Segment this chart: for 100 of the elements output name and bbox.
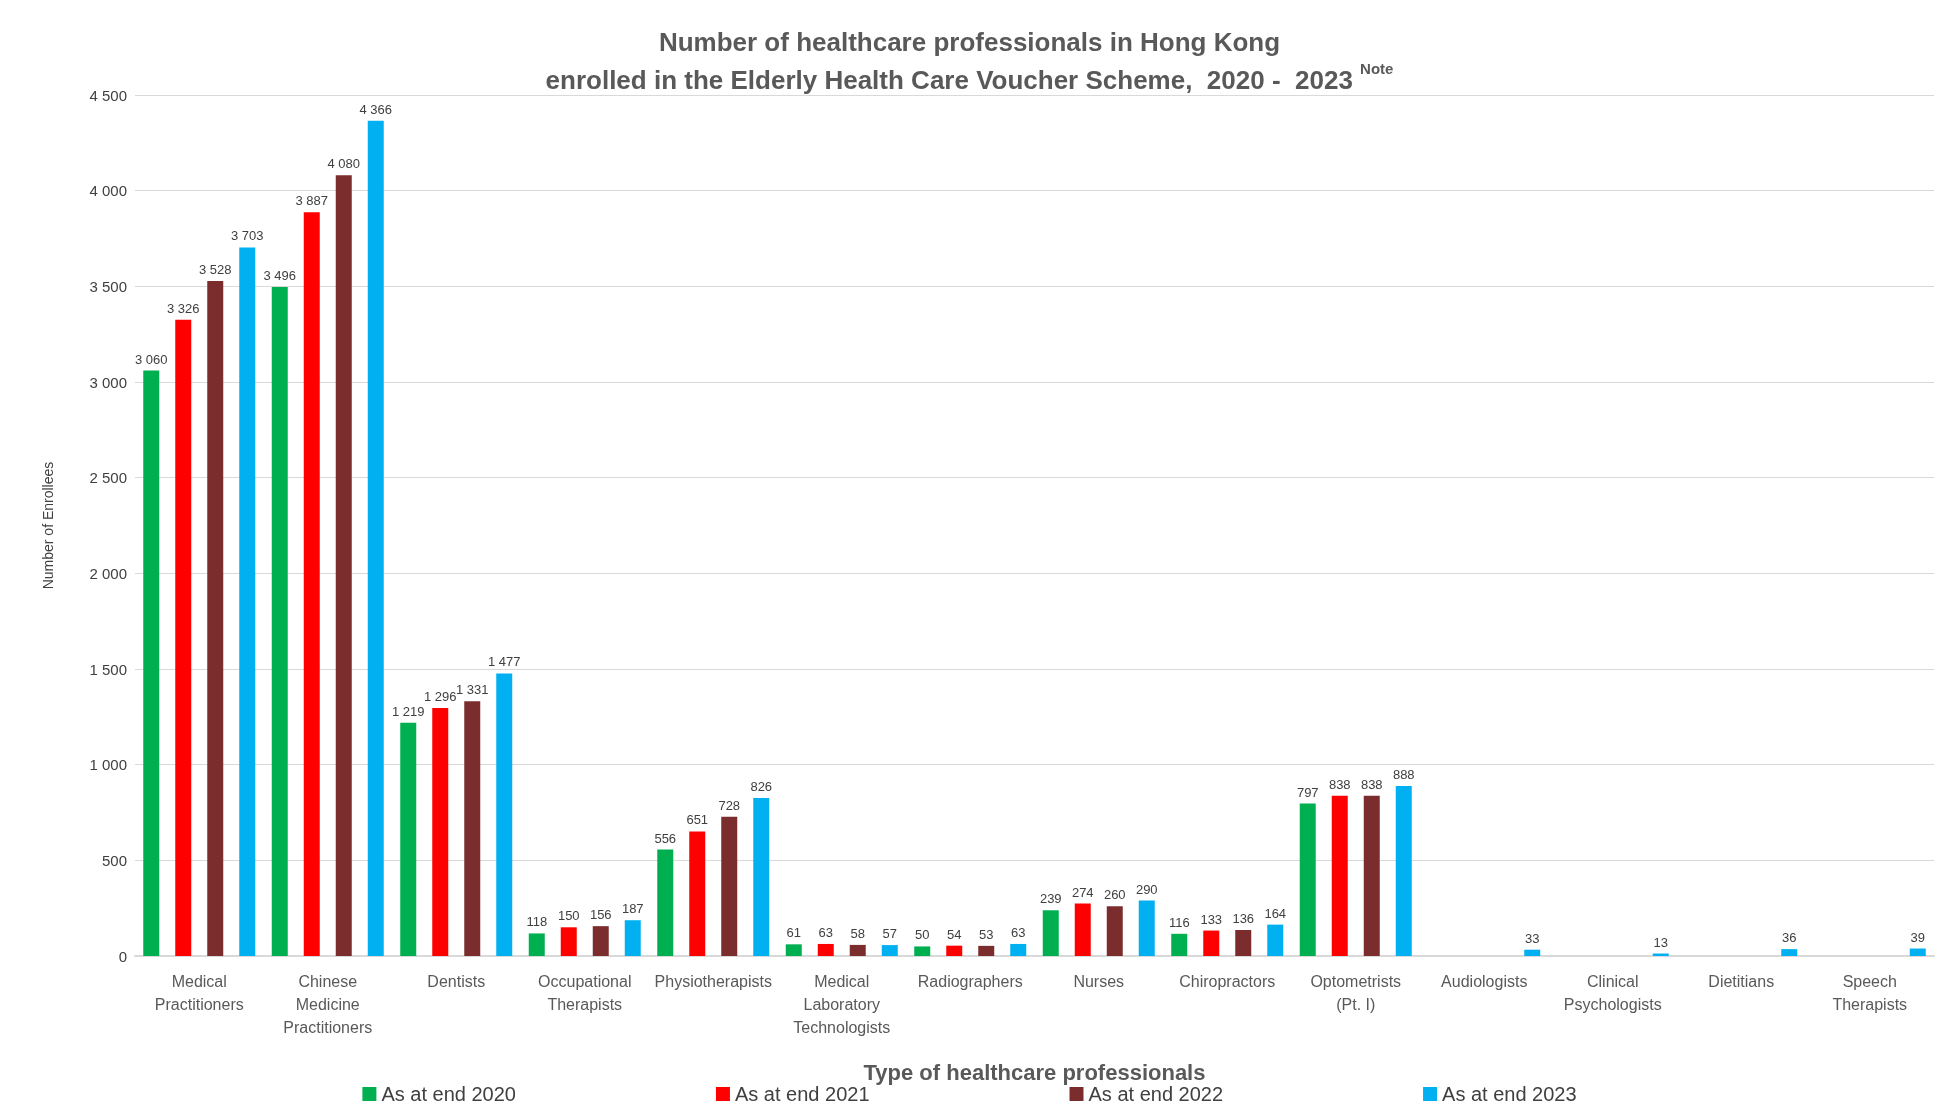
data-label: 260 [1103, 887, 1126, 903]
data-label: 3 060 [134, 351, 168, 367]
bar [689, 831, 706, 956]
y-tick-label: 1 500 [89, 660, 127, 678]
bar [239, 247, 256, 956]
data-label: 826 [750, 778, 773, 794]
data-label: 3 528 [198, 261, 232, 277]
bar [335, 175, 352, 956]
bar [207, 280, 224, 956]
y-tick-label: 2 500 [89, 469, 127, 487]
y-tick-label: 1 000 [89, 756, 127, 774]
y-tick-label: 3 500 [89, 277, 127, 295]
y-tick-label: 3 000 [89, 373, 127, 391]
x-tick-label: Chiropractors [1179, 973, 1276, 990]
bar [1524, 949, 1541, 956]
x-tick-label: Nurses [1073, 973, 1125, 990]
bar [528, 933, 545, 956]
x-tick-label: Dentists [427, 973, 486, 990]
x-tick-label: Medical Laboratory Technologists [793, 973, 891, 1036]
bar [978, 945, 995, 956]
data-label: 58 [850, 925, 865, 941]
x-tick-label: Occupational Therapists [538, 973, 632, 1013]
bar [657, 849, 674, 956]
data-label: 63 [818, 924, 833, 940]
bar [175, 319, 192, 956]
x-axis-title: Type of healthcare professionals [863, 1059, 1206, 1085]
bar [785, 944, 802, 956]
data-label: 39 [1910, 929, 1925, 945]
bar [1395, 786, 1412, 956]
bar [1363, 795, 1380, 956]
x-tick-label: Dietitians [1708, 973, 1775, 990]
data-label: 150 [557, 908, 580, 924]
bar [1267, 924, 1284, 956]
x-tick-label: Chinese Medicine Practitioners [283, 973, 373, 1036]
data-label: 3 326 [166, 300, 200, 316]
data-label: 36 [1782, 930, 1797, 946]
bar [1138, 900, 1155, 956]
data-label: 274 [1071, 884, 1094, 900]
data-label: 1 219 [391, 703, 425, 719]
x-tick-label: Clinical Psychologists [1563, 973, 1662, 1013]
data-label: 13 [1653, 934, 1668, 950]
legend-label: As at end 2021 [734, 1083, 870, 1105]
bar [1074, 903, 1091, 956]
data-label: 136 [1232, 910, 1255, 926]
x-tick-label: Speech Therapists [1832, 973, 1908, 1013]
bar [1909, 948, 1926, 956]
bar [496, 673, 513, 956]
bar [1171, 933, 1188, 956]
bar [464, 701, 481, 956]
bar [1299, 803, 1316, 956]
legend-label: As at end 2022 [1088, 1083, 1224, 1105]
data-label: 3 887 [295, 193, 329, 209]
data-label: 63 [1011, 924, 1026, 940]
chart-title: Number of healthcare professionals in Hong Kong enrolled in the Elderly Health Care Voucher Scheme, 2020 - 2023 Note [545, 27, 1394, 95]
bar [881, 945, 898, 956]
data-label: 33 [1525, 930, 1540, 946]
bar [400, 722, 417, 956]
bar [560, 927, 577, 956]
bar [1781, 949, 1798, 956]
data-label: 57 [882, 926, 897, 942]
bar [914, 946, 931, 956]
bar [849, 944, 866, 956]
bar [1106, 906, 1123, 956]
data-label: 164 [1264, 905, 1287, 921]
legend-label: As at end 2020 [381, 1083, 516, 1105]
data-label: 838 [1360, 776, 1383, 792]
x-tick-label: Audiologists [1441, 973, 1528, 990]
y-tick-label: 2 000 [89, 564, 127, 582]
data-label: 50 [915, 927, 930, 943]
bar [592, 926, 609, 956]
bar [1235, 929, 1252, 956]
data-label: 187 [621, 901, 644, 917]
data-label: 3 496 [263, 268, 297, 284]
bar [1203, 930, 1220, 956]
y-axis-title: Number of Enrollees [40, 461, 56, 590]
x-tick-label: Medical Practitioners [154, 973, 244, 1013]
y-tick-label: 4 000 [89, 182, 127, 200]
y-tick-label: 4 500 [89, 86, 127, 104]
data-label: 4 080 [327, 156, 361, 172]
bar [143, 370, 160, 956]
bar [946, 945, 963, 956]
bar [817, 943, 834, 956]
data-label: 4 366 [359, 101, 393, 117]
data-label: 53 [979, 926, 994, 942]
bar [1331, 795, 1348, 956]
y-tick-label: 500 [101, 851, 127, 869]
bar [753, 797, 770, 956]
data-label: 3 703 [230, 228, 264, 244]
data-label: 651 [686, 812, 709, 828]
data-label: 1 296 [423, 689, 457, 705]
data-label: 797 [1296, 784, 1319, 800]
bar [271, 287, 288, 956]
data-label: 156 [589, 907, 612, 923]
data-label: 54 [947, 926, 962, 942]
y-tick-label: 0 [118, 947, 127, 965]
data-label: 838 [1328, 776, 1351, 792]
data-label: 556 [654, 830, 677, 846]
data-label: 290 [1135, 881, 1158, 897]
x-tick-label: Physiotherapists [654, 973, 772, 990]
x-tick-label: Radiographers [917, 973, 1023, 990]
